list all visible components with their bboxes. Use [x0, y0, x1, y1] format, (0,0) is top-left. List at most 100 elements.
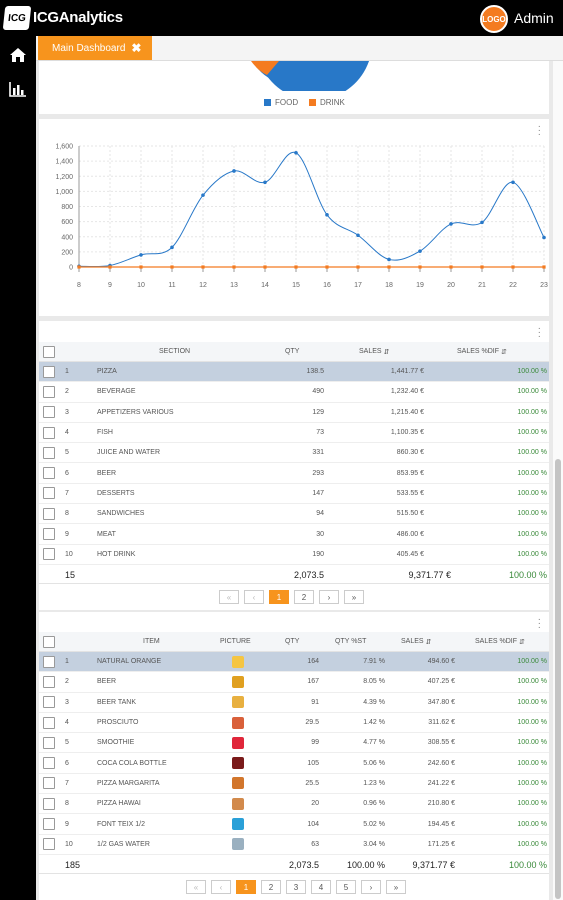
- sort-icon[interactable]: ⇵: [383, 348, 390, 356]
- series-line: [78, 151, 545, 268]
- page-first-button[interactable]: «: [219, 590, 239, 604]
- row-checkbox[interactable]: [43, 365, 55, 378]
- page-1-button[interactable]: 1: [236, 880, 256, 894]
- user-name[interactable]: Admin: [514, 10, 554, 26]
- sort-icon[interactable]: ⇵: [500, 348, 507, 356]
- row-checkbox[interactable]: [43, 736, 55, 749]
- table-row[interactable]: 8 PIZZA HAWAI 20 0.96 % 210.80 € 100.00 %: [39, 794, 549, 815]
- data-point: [139, 265, 143, 269]
- row-checkbox[interactable]: [43, 548, 55, 561]
- close-icon[interactable]: ✖: [131, 41, 142, 55]
- col-sales-dif[interactable]: SALES %DIF ⇵: [475, 632, 525, 651]
- table-row[interactable]: 10 HOT DRINK 190 405.45 € 100.00 %: [39, 545, 549, 565]
- table-row[interactable]: 2 BEER 167 8.05 % 407.25 € 100.00 %: [39, 672, 549, 693]
- table-row[interactable]: 3 BEER TANK 91 4.39 % 347.80 € 100.00 %: [39, 693, 549, 713]
- table-row[interactable]: 6 COCA COLA BOTTLE 105 5.06 % 242.60 € 100.00…: [39, 754, 549, 774]
- row-checkbox[interactable]: [43, 777, 55, 790]
- row-checkbox[interactable]: [43, 406, 55, 419]
- row-qty: 490: [312, 388, 324, 396]
- table-row[interactable]: 1 PIZZA 138.5 1,441.77 € 100.00 %: [39, 362, 549, 383]
- panel-menu-icon[interactable]: · · ·: [537, 121, 541, 140]
- table-header: ITEM PICTURE QTY QTY %ST SALES ⇵ SALES %…: [39, 632, 549, 652]
- legend-item-food[interactable]: FOOD: [264, 98, 298, 107]
- row-checkbox[interactable]: [43, 838, 55, 851]
- row-sales-dif: 100.00 %: [517, 779, 547, 787]
- col-sales[interactable]: SALES ⇵: [401, 632, 431, 651]
- scrollbar[interactable]: [553, 61, 563, 900]
- row-sales: 853.95 €: [396, 469, 424, 477]
- table-row[interactable]: 10 1/2 GAS WATER 63 3.04 % 171.25 € 100.00 %: [39, 835, 549, 855]
- data-point: [77, 265, 81, 269]
- col-qty-pct[interactable]: QTY %ST: [335, 638, 367, 645]
- col-qty[interactable]: QTY: [285, 638, 300, 645]
- row-checkbox[interactable]: [43, 818, 55, 831]
- page-last-button[interactable]: »: [344, 590, 364, 604]
- row-checkbox[interactable]: [43, 757, 55, 770]
- table-header: SECTION QTY SALES ⇵ SALES %DIF ⇵: [39, 342, 549, 362]
- page-prev-button[interactable]: ‹: [211, 880, 231, 894]
- legend-item-drink[interactable]: DRINK: [309, 98, 345, 107]
- page-2-button[interactable]: 2: [294, 590, 314, 604]
- row-checkbox[interactable]: [43, 467, 55, 480]
- row-number: 4: [65, 429, 69, 437]
- panel-menu-icon[interactable]: · · ·: [537, 614, 541, 633]
- bar-chart-icon[interactable]: [6, 78, 30, 100]
- page-prev-button[interactable]: ‹: [244, 590, 264, 604]
- page-next-button[interactable]: ›: [319, 590, 339, 604]
- table-row[interactable]: 7 PIZZA MARGARITA 25.5 1.23 % 241.22 € 100.00…: [39, 774, 549, 795]
- row-checkbox[interactable]: [43, 696, 55, 709]
- page-next-button[interactable]: ›: [361, 880, 381, 894]
- row-checkbox[interactable]: [43, 507, 55, 520]
- row-checkbox[interactable]: [43, 487, 55, 500]
- page-2-button[interactable]: 2: [261, 880, 281, 894]
- row-sales: 1,100.35 €: [390, 429, 424, 437]
- table-row[interactable]: 1 NATURAL ORANGE 164 7.91 % 494.60 € 100.00 %: [39, 652, 549, 673]
- app-logo[interactable]: ICG: [2, 6, 32, 30]
- row-checkbox[interactable]: [43, 655, 55, 668]
- row-checkbox[interactable]: [43, 716, 55, 729]
- table-row[interactable]: 9 FONT TEIX 1/2 104 5.02 % 194.45 € 100.00 %: [39, 814, 549, 835]
- home-icon[interactable]: [6, 44, 30, 66]
- data-point: [232, 169, 236, 173]
- page-4-button[interactable]: 4: [311, 880, 331, 894]
- page-first-button[interactable]: «: [186, 880, 206, 894]
- row-checkbox[interactable]: [43, 446, 55, 459]
- col-section[interactable]: SECTION: [159, 348, 191, 355]
- select-all-checkbox[interactable]: [43, 345, 55, 358]
- page-last-button[interactable]: »: [386, 880, 406, 894]
- table-row[interactable]: 9 MEAT 30 486.00 € 100.00 %: [39, 524, 549, 545]
- col-qty[interactable]: QTY: [285, 348, 300, 355]
- col-sales-dif[interactable]: SALES %DIF ⇵: [457, 342, 507, 361]
- col-item[interactable]: ITEM: [143, 638, 160, 645]
- table-row[interactable]: 3 APPETIZERS VARIOUS 129 1,215.40 € 100.00 %: [39, 403, 549, 423]
- row-checkbox[interactable]: [43, 426, 55, 439]
- table-row[interactable]: 5 JUICE AND WATER 331 860.30 € 100.00 %: [39, 443, 549, 464]
- page-1-button[interactable]: 1: [269, 590, 289, 604]
- table-row[interactable]: 2 BEVERAGE 490 1,232.40 € 100.00 %: [39, 382, 549, 403]
- scrollbar-thumb[interactable]: [555, 459, 561, 899]
- panel-menu-icon[interactable]: · · ·: [537, 323, 541, 342]
- row-checkbox[interactable]: [43, 528, 55, 541]
- sort-icon[interactable]: ⇵: [425, 638, 432, 646]
- table-row[interactable]: 7 DESSERTS 147 533.55 € 100.00 %: [39, 484, 549, 505]
- row-qty: 331: [312, 449, 324, 457]
- avatar[interactable]: LOGO: [480, 5, 508, 33]
- row-checkbox[interactable]: [43, 385, 55, 398]
- tab-main-dashboard[interactable]: Main Dashboard ✖: [38, 36, 152, 60]
- row-checkbox[interactable]: [43, 797, 55, 810]
- row-number: 3: [65, 408, 69, 416]
- table-row[interactable]: 8 SANDWICHES 94 515.50 € 100.00 %: [39, 504, 549, 525]
- table-row[interactable]: 5 SMOOTHIE 99 4.77 % 308.55 € 100.00 %: [39, 733, 549, 754]
- row-sales-dif: 100.00 %: [517, 429, 547, 437]
- col-picture[interactable]: PICTURE: [220, 638, 251, 645]
- page-5-button[interactable]: 5: [336, 880, 356, 894]
- page-3-button[interactable]: 3: [286, 880, 306, 894]
- table-row[interactable]: 6 BEER 293 853.95 € 100.00 %: [39, 464, 549, 484]
- sort-icon[interactable]: ⇵: [518, 638, 525, 646]
- line-chart: 0 200 400 600 800 1,000 1,200 1,400 1,600 8 9 10 11 1…: [55, 144, 548, 290]
- row-checkbox[interactable]: [43, 675, 55, 688]
- col-sales[interactable]: SALES ⇵: [359, 342, 389, 361]
- select-all-checkbox[interactable]: [43, 635, 55, 648]
- table-row[interactable]: 4 FISH 73 1,100.35 € 100.00 %: [39, 423, 549, 444]
- table-row[interactable]: 4 PROSCIUTO 29.5 1.42 % 311.62 € 100.00 %: [39, 713, 549, 734]
